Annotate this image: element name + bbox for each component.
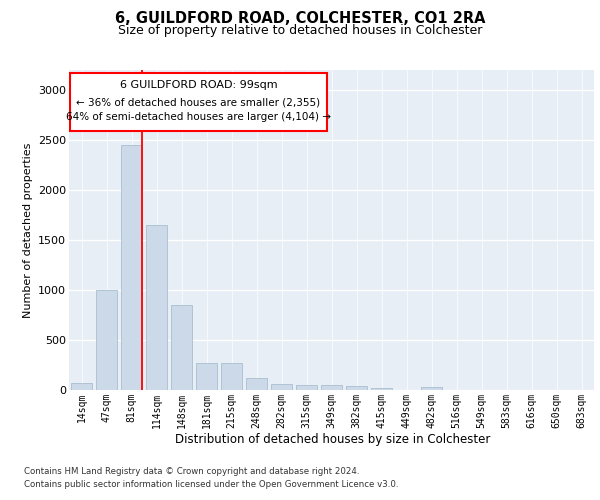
- Bar: [171, 305, 192, 390]
- Text: Contains HM Land Registry data © Crown copyright and database right 2024.: Contains HM Land Registry data © Crown c…: [24, 468, 359, 476]
- Bar: [246, 378, 267, 390]
- Bar: [346, 386, 367, 390]
- Bar: [146, 225, 167, 390]
- Bar: [71, 382, 92, 390]
- Bar: [296, 385, 317, 390]
- Text: ← 36% of detached houses are smaller (2,355): ← 36% of detached houses are smaller (2,…: [76, 98, 320, 108]
- Bar: [96, 290, 117, 390]
- Text: Contains public sector information licensed under the Open Government Licence v3: Contains public sector information licen…: [24, 480, 398, 489]
- FancyBboxPatch shape: [70, 73, 326, 131]
- Bar: [221, 362, 242, 390]
- Text: 64% of semi-detached houses are larger (4,104) →: 64% of semi-detached houses are larger (…: [66, 112, 331, 122]
- Bar: [196, 362, 217, 390]
- Text: 6, GUILDFORD ROAD, COLCHESTER, CO1 2RA: 6, GUILDFORD ROAD, COLCHESTER, CO1 2RA: [115, 11, 485, 26]
- Bar: [421, 387, 442, 390]
- Bar: [121, 145, 142, 390]
- Text: Distribution of detached houses by size in Colchester: Distribution of detached houses by size …: [175, 432, 491, 446]
- Text: 6 GUILDFORD ROAD: 99sqm: 6 GUILDFORD ROAD: 99sqm: [119, 80, 277, 90]
- Text: Size of property relative to detached houses in Colchester: Size of property relative to detached ho…: [118, 24, 482, 37]
- Bar: [321, 385, 342, 390]
- Y-axis label: Number of detached properties: Number of detached properties: [23, 142, 32, 318]
- Bar: [271, 384, 292, 390]
- Bar: [371, 388, 392, 390]
